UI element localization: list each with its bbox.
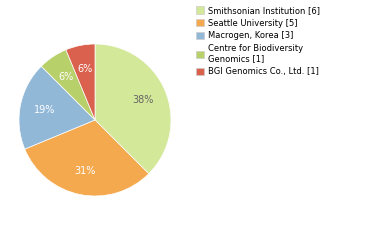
Wedge shape — [41, 50, 95, 120]
Wedge shape — [19, 66, 95, 149]
Wedge shape — [25, 120, 149, 196]
Text: 38%: 38% — [132, 95, 154, 105]
Text: 6%: 6% — [59, 72, 74, 82]
Wedge shape — [66, 44, 95, 120]
Wedge shape — [95, 44, 171, 174]
Legend: Smithsonian Institution [6], Seattle University [5], Macrogen, Korea [3], Centre: Smithsonian Institution [6], Seattle Uni… — [194, 4, 322, 78]
Text: 19%: 19% — [33, 105, 55, 115]
Text: 6%: 6% — [77, 64, 93, 74]
Text: 31%: 31% — [74, 166, 96, 176]
